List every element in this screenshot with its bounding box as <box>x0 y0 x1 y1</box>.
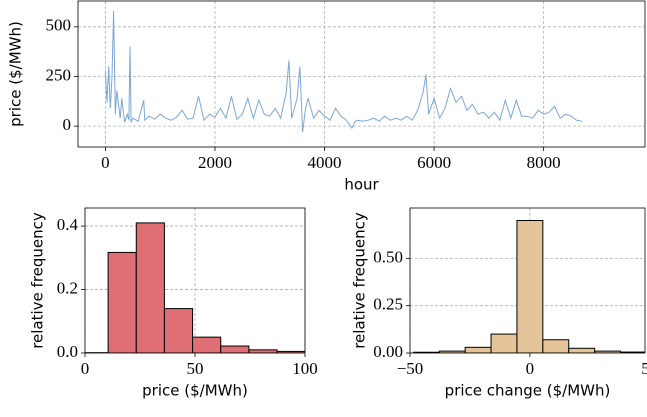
y-tick-label: 0.4 <box>57 215 79 234</box>
hist-bar <box>192 336 222 353</box>
x-tick-label: 2000 <box>198 153 232 172</box>
hist-bar <box>464 346 492 353</box>
y-tick-label: 500 <box>46 16 72 35</box>
x-tick-label: 50 <box>187 359 204 378</box>
x-tick-label: 100 <box>292 359 318 378</box>
hist-bar <box>163 308 194 353</box>
y-tick-label: 250 <box>46 65 72 84</box>
hist-bar <box>107 251 137 353</box>
x-axis-label: price change ($/MWh) <box>445 382 611 400</box>
hist-bar <box>276 350 305 353</box>
x-tick-label: 8000 <box>527 153 561 172</box>
price-line <box>104 10 583 133</box>
y-tick-label: 0.2 <box>57 278 78 297</box>
x-tick-label: 50 <box>641 359 647 378</box>
x-axis-label: hour <box>344 176 379 194</box>
hist-bar <box>542 339 570 353</box>
frame <box>77 0 646 148</box>
x-tick-label: 6000 <box>417 153 451 172</box>
plot-area <box>412 219 645 353</box>
hist-bar <box>220 345 250 353</box>
plot-area <box>85 222 305 353</box>
hist-bar <box>568 347 596 353</box>
y-tick-label: 0.50 <box>373 247 403 266</box>
x-tick-label: 0 <box>81 359 90 378</box>
x-axis-label: price ($/MWh) <box>142 382 248 400</box>
y-tick-label: 0.00 <box>373 342 403 361</box>
y-tick-label: 0.25 <box>373 295 403 314</box>
hist-bar <box>135 222 165 353</box>
y-tick-label: 0 <box>63 115 72 134</box>
x-tick-label: 0 <box>101 153 110 172</box>
x-tick-label: −50 <box>397 359 424 378</box>
frame <box>409 207 646 354</box>
hist-bar <box>490 333 518 353</box>
hist-bar <box>516 219 544 353</box>
x-tick-label: 4000 <box>308 153 342 172</box>
y-axis-label: price ($/MWh) <box>7 21 25 127</box>
frame <box>84 207 306 354</box>
y-axis-label: relative frequency <box>29 212 47 349</box>
y-axis-label: relative frequency <box>351 212 369 349</box>
hist-bar <box>620 351 645 353</box>
plot-area <box>104 10 583 133</box>
x-tick-label: 0 <box>526 359 535 378</box>
hist-bar <box>248 349 278 353</box>
y-tick-label: 0.0 <box>57 342 78 361</box>
